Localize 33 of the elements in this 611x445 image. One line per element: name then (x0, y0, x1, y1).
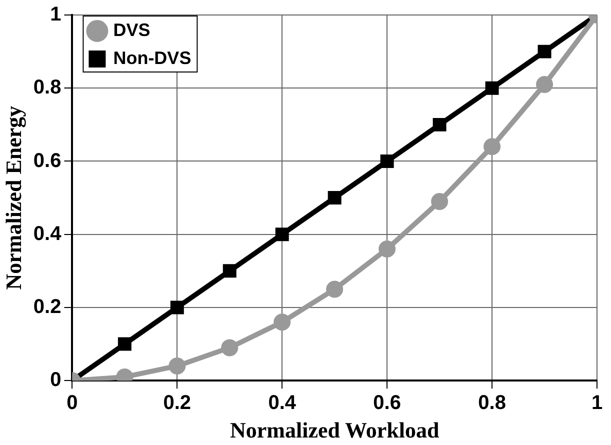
y-tick-label: 0.2 (33, 296, 62, 318)
point (221, 339, 238, 356)
point (485, 81, 499, 95)
point (484, 138, 501, 156)
point (536, 76, 554, 93)
point (170, 300, 184, 314)
x-axis-title: Normalized Workload (230, 417, 440, 442)
y-axis-title: Normalized Energy (0, 106, 26, 290)
legend-label: Non-DVS (113, 48, 192, 68)
point (431, 192, 448, 210)
x-tick-label: 0.8 (478, 392, 506, 414)
y-tick-label: 0.6 (33, 150, 62, 172)
point (328, 191, 342, 205)
y-tick-label: 0 (50, 369, 62, 392)
point (432, 118, 446, 132)
legend-label: DVS (113, 20, 150, 40)
point (274, 314, 291, 331)
point (118, 337, 132, 351)
point (275, 228, 289, 242)
point (168, 357, 186, 374)
y-tick-label: 0.8 (33, 76, 62, 99)
x-tick-label: 0.4 (268, 392, 297, 414)
point (378, 240, 396, 258)
x-tick-label: 0.6 (373, 392, 401, 414)
y-tick-label: 0.4 (33, 222, 62, 245)
point (538, 44, 552, 58)
x-tick-label: 0 (66, 392, 78, 414)
x-tick-label: 0.2 (163, 392, 192, 414)
point (222, 264, 236, 278)
y-tick-label: 1 (50, 4, 62, 26)
point (380, 154, 394, 168)
point (326, 280, 344, 298)
x-tick-label: 1 (591, 392, 603, 414)
